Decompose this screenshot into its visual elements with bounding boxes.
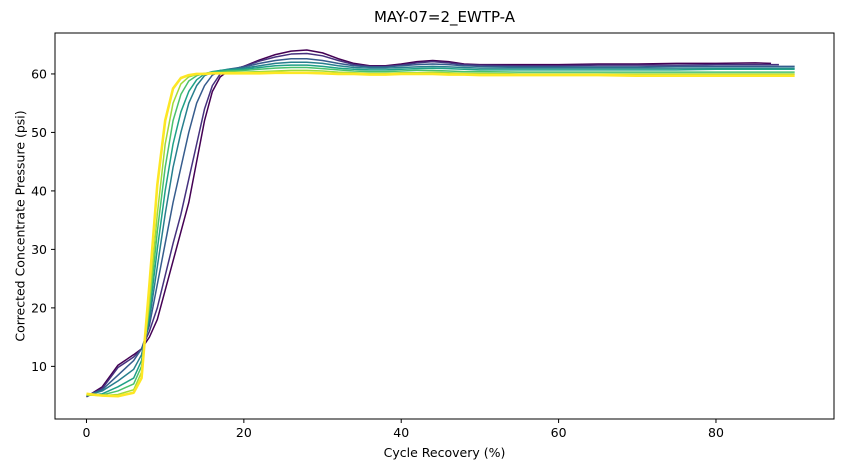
series-line-5	[86, 64, 795, 397]
x-tick-label: 80	[708, 425, 724, 440]
y-tick-label: 10	[31, 359, 47, 374]
x-tick-label: 60	[551, 425, 567, 440]
y-tick-label: 60	[31, 66, 47, 81]
series-line-2	[86, 52, 779, 398]
y-tick-label: 20	[31, 300, 47, 315]
y-tick-label: 40	[31, 183, 47, 198]
series-line-4	[86, 61, 795, 397]
x-tick-label: 20	[236, 425, 252, 440]
series-line-8	[86, 71, 795, 398]
y-tick-label: 50	[31, 125, 47, 140]
y-axis-label: Corrected Concentrate Pressure (psi)	[12, 110, 27, 341]
y-tick-label: 30	[31, 242, 47, 257]
series-lines	[86, 49, 795, 398]
x-tick-label: 0	[82, 425, 90, 440]
x-axis-label: Cycle Recovery (%)	[384, 445, 506, 460]
chart-title: MAY-07=2_EWTP-A	[374, 8, 516, 27]
series-line-3	[86, 57, 795, 397]
plot-area-frame	[54, 32, 835, 420]
series-line-1	[86, 49, 772, 398]
y-axis: 10 20 30 40 50 60	[31, 66, 55, 374]
series-line-6	[86, 66, 795, 396]
x-axis: 0 20 40 60 80	[82, 419, 724, 440]
x-tick-label: 40	[393, 425, 409, 440]
